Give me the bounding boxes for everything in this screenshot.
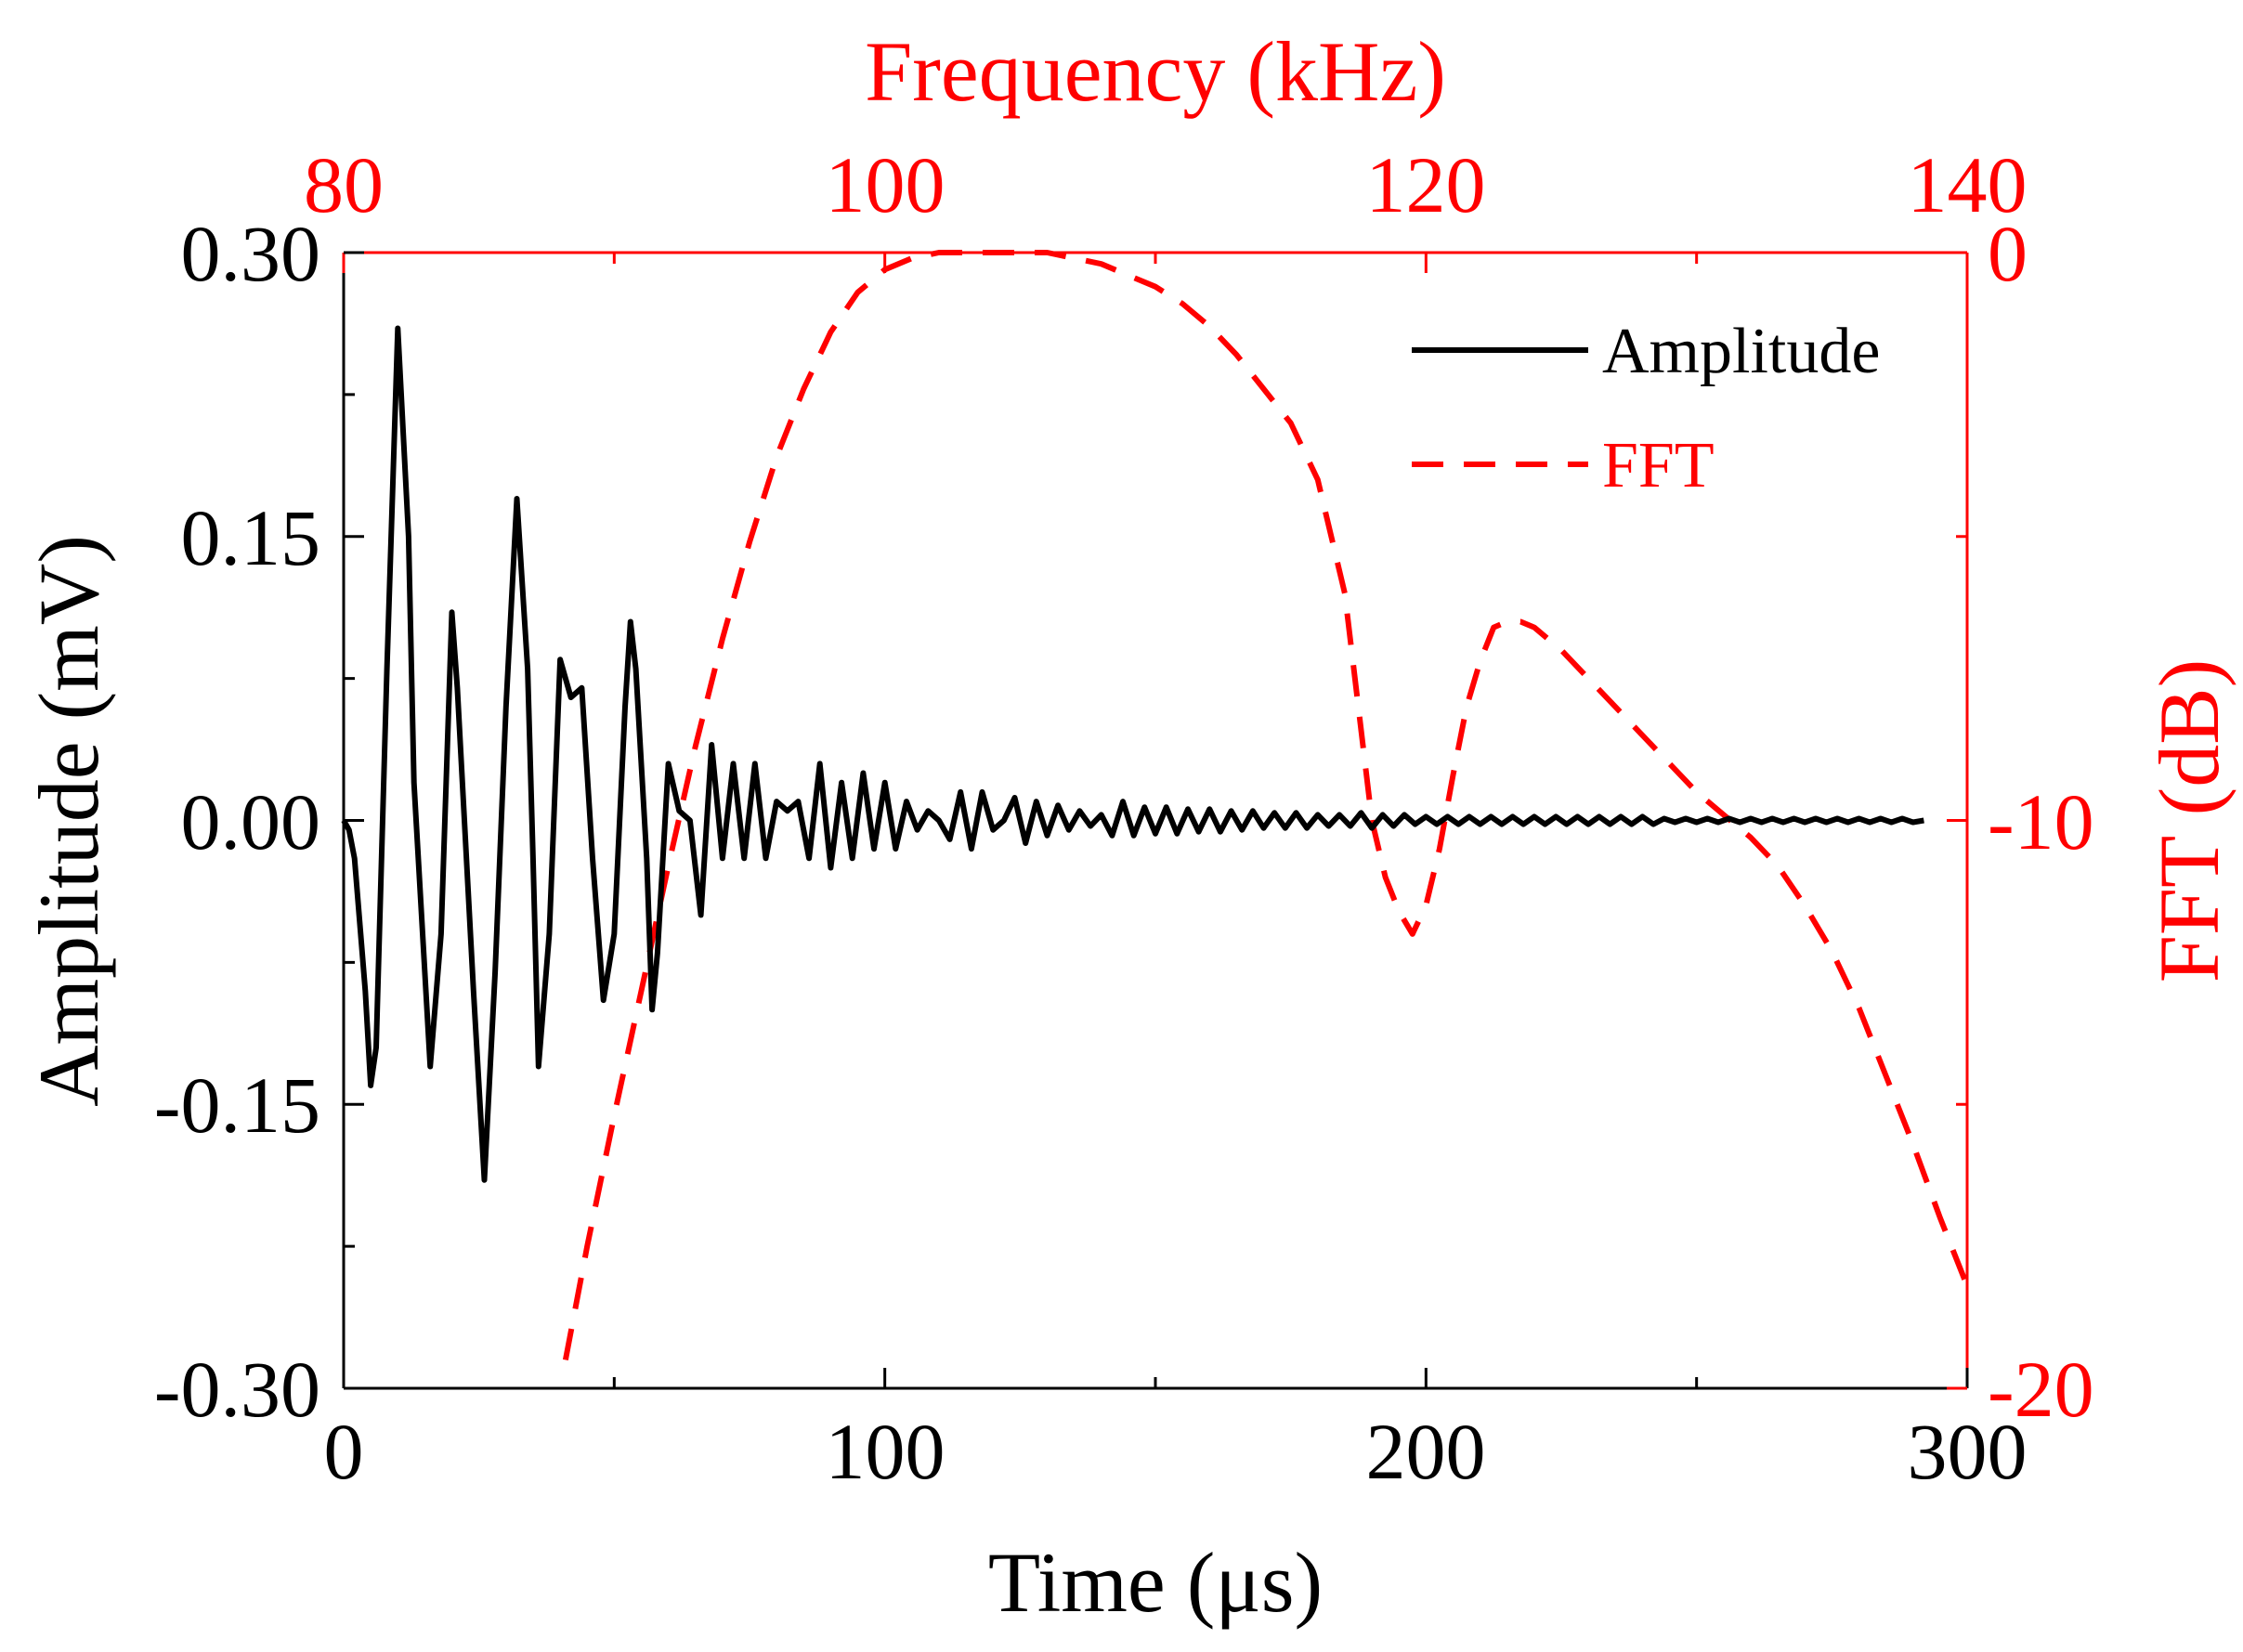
tick-label-y-left-3: 0.15 xyxy=(181,493,321,582)
tick-label-x-top-1: 100 xyxy=(826,140,945,229)
tick-label-x-bottom-3: 300 xyxy=(1908,1407,2028,1496)
tick-label-x-top-3: 140 xyxy=(1908,140,2028,229)
tick-label-y-left-4: 0.30 xyxy=(181,209,321,298)
legend: Amplitude FFT xyxy=(1412,316,1880,501)
tick-label-x-bottom-0: 0 xyxy=(324,1407,364,1496)
tick-label-x-bottom-2: 200 xyxy=(1366,1407,1486,1496)
legend-label-amplitude: Amplitude xyxy=(1602,316,1880,387)
x-top-axis-title: Frequency (kHz) xyxy=(865,24,1446,119)
tick-label-x-top-2: 120 xyxy=(1366,140,1486,229)
series-line-amplitude xyxy=(341,325,1924,1183)
series-line-fft xyxy=(562,250,1970,1360)
legend-label-fft: FFT xyxy=(1602,430,1715,501)
tick-label-y-right-0: -20 xyxy=(1988,1345,2094,1434)
tick-label-y-right-1: -10 xyxy=(1988,777,2094,866)
tick-label-y-right-2: 0 xyxy=(1988,209,2028,298)
tick-label-y-left-0: -0.30 xyxy=(154,1345,320,1434)
y-left-axis-title: Amplitude (mV) xyxy=(21,535,116,1107)
tick-label-x-top-0: 80 xyxy=(304,140,384,229)
y-right-axis-title: FFT (dB) xyxy=(2142,659,2236,983)
x-bottom-axis-title: Time (μs) xyxy=(988,1535,1323,1630)
tick-label-y-left-2: 0.00 xyxy=(181,777,321,866)
tick-label-y-left-1: -0.15 xyxy=(154,1060,320,1150)
tick-label-x-bottom-1: 100 xyxy=(826,1407,945,1496)
